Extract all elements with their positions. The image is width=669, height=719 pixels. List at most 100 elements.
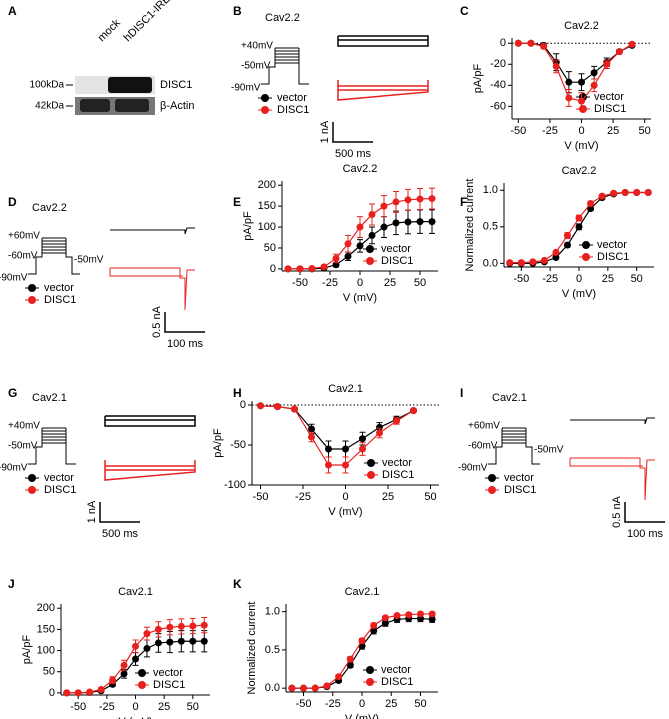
y-tick-label: 1.0 [483,184,498,196]
data-point [166,638,174,646]
data-point [342,445,349,453]
data-point [257,402,264,410]
x-tick-label: 25 [382,491,394,503]
protocol [261,47,309,85]
data-point [325,461,332,469]
y-tick-label: 50 [43,666,55,678]
x-tick-label: -25 [295,491,311,503]
data-point [296,265,304,273]
data-point [393,611,401,619]
data-point [416,195,424,203]
data-point [587,205,595,213]
data-point [370,627,378,635]
legend-label: vector [381,664,411,676]
data-point [74,689,82,697]
data-point [552,248,560,256]
protocol-label: -60mV [468,441,498,452]
x-tick-label: 0 [132,701,138,713]
data-point [380,202,388,210]
data-point [154,639,162,647]
y-tick-label: -100 [224,479,246,491]
data-point [86,688,94,696]
band [115,99,149,112]
protocol-label: -50mV [241,61,271,72]
panel-letter: C [460,4,469,18]
x-tick-label: 50 [424,491,436,503]
y-axis-label: pA/pF [212,428,224,458]
legend-label: DISC1 [594,103,626,115]
x-axis-label: V (mV) [564,140,598,152]
protocol [28,427,76,465]
data-point [404,196,412,204]
protocol-label: -90mV [231,83,261,94]
x-tick-label: 50 [414,277,426,289]
data-point [332,254,340,262]
y-tick-label: 200 [37,602,55,614]
chart-title: Cav2.1 [328,383,363,395]
data-point [368,231,376,239]
y-tick-label: 0.5 [483,221,498,233]
scale-label: 0.5 nA [151,305,163,337]
data-point [416,218,424,226]
protocol-label: +60mV [8,231,40,242]
data-point [517,259,525,267]
trace [337,80,429,101]
x-axis-label: V (mV) [345,713,379,719]
trace [104,460,196,481]
series-line [260,405,414,450]
x-tick-label: 25 [602,273,614,285]
x-tick-label: -50 [70,701,86,713]
x-axis-label: V (mV) [328,506,362,518]
data-point [342,461,349,469]
trace [569,457,655,501]
data-point [358,637,366,645]
data-point [370,621,378,629]
legend-label: DISC1 [381,255,413,267]
data-point [274,403,281,411]
y-axis-label: Normalized current [246,602,258,695]
scale-label: 1 nA [319,120,331,143]
legend-label: DISC1 [382,469,414,481]
data-point [410,407,417,415]
protocol-label: +40mV [241,41,273,52]
data-point [380,223,388,231]
data-point [393,417,400,425]
x-tick-label: 0 [357,277,363,289]
y-tick-label: 0 [270,263,276,275]
trace-title: Cav2.1 [32,392,67,404]
y-tick-label: 0 [49,687,55,699]
protocol-label: -90mV [458,463,488,474]
data-point [346,655,354,663]
data-point [291,405,298,413]
protocol-label: -50mV [534,445,564,456]
data-point [320,263,328,271]
trace [110,227,195,235]
data-point [603,60,611,68]
scale-label: 100 ms [627,528,664,540]
data-point [610,189,618,197]
data-point [323,682,331,690]
data-point [200,637,208,645]
protocol-label: -50mV [8,441,38,452]
scale-bar [332,122,373,143]
x-axis-label: V (mV) [343,292,377,304]
data-point [308,264,316,272]
data-point [359,445,366,453]
data-point [633,188,641,196]
data-point [392,198,400,206]
data-point [344,252,352,260]
y-tick-label: 0 [500,37,506,49]
x-axis-label: V (mV) [118,716,152,719]
scale-label: 100 ms [167,338,204,350]
legend-label: DISC1 [597,251,629,263]
data-point [308,433,315,441]
marker-label: 42kDa [35,101,64,112]
series-line [518,42,633,83]
data-point [368,210,376,218]
band-label: DISC1 [160,79,192,91]
y-axis-label: pA/pF [21,635,33,665]
trace [104,415,196,427]
legend-label: DISC1 [153,679,185,691]
data-point [300,684,308,692]
